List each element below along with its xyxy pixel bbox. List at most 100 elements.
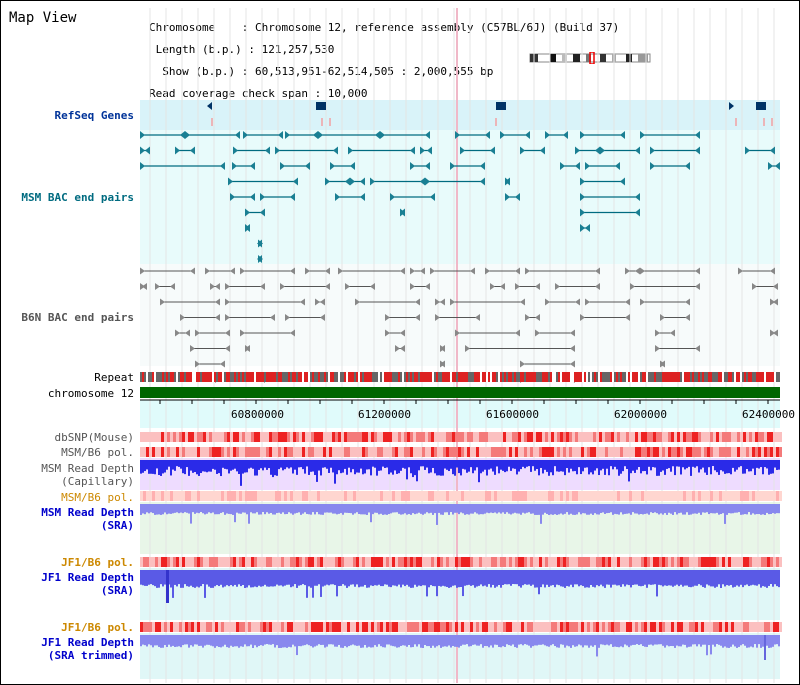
repeat-segment <box>516 372 518 382</box>
jf1-depth-sra-bar <box>296 570 298 588</box>
msm-b6-pol-heat <box>293 491 296 501</box>
jf1-b6-pol-heat <box>470 557 473 567</box>
msm-b6-pol-heat <box>761 447 764 457</box>
track-label-msm-read-depth-sra[interactable]: MSM Read Depth (SRA) <box>41 506 134 532</box>
jf1-depth-sra-bar <box>346 570 348 588</box>
msm-depth-sra-bar <box>528 504 530 513</box>
repeat-segment <box>660 372 662 382</box>
msm-b6-pol-heat <box>203 447 206 457</box>
msm-depth-sra-bar <box>672 504 674 515</box>
track-label-jf1-b6-pol-2[interactable]: JF1/B6 pol. <box>61 621 134 634</box>
b6n-bac-end <box>210 283 215 290</box>
msm-b6-pol-heat <box>539 447 542 457</box>
msm-b6-pol-heat <box>356 491 359 501</box>
msm-depth-cap-bar <box>272 460 274 478</box>
dbsnp-heat <box>323 432 326 442</box>
jf1-depth-trim-bar <box>450 635 452 648</box>
jf1-b6-pol-heat <box>728 622 731 632</box>
repeat-segment <box>476 372 478 382</box>
jf1-b6-pol-heat <box>152 557 155 567</box>
track-label-jf1-b6-pol[interactable]: JF1/B6 pol. <box>61 556 134 569</box>
msm-b6-pol-heat <box>149 447 152 457</box>
jf1-b6-pol-heat <box>404 557 407 567</box>
jf1-depth-trim-bar <box>646 635 648 647</box>
track-label-jf1-read-depth-sra[interactable]: JF1 Read Depth (SRA) <box>41 571 134 597</box>
track-label-jf1-read-depth-trimmed[interactable]: JF1 Read Depth (SRA trimmed) <box>41 636 134 662</box>
msm-b6-pol-heat <box>434 447 437 457</box>
msm-depth-sra-bar <box>222 504 224 513</box>
dbsnp-heat <box>758 432 761 442</box>
msm-b6-pol-heat <box>296 491 299 501</box>
jf1-depth-sra-bar <box>582 570 584 587</box>
jf1-depth-trim-bar <box>166 635 168 648</box>
track-label-chromosome[interactable]: chromosome 12 <box>47 387 134 400</box>
jf1-b6-pol-heat <box>248 557 251 567</box>
msm-bac-end <box>525 131 530 139</box>
track-label-msm-bac[interactable]: MSM BAC end pairs <box>21 191 134 204</box>
repeat-segment <box>758 372 760 382</box>
b6n-bac-end <box>635 267 640 275</box>
repeat-segment <box>588 372 590 382</box>
track-label-refseq[interactable]: RefSeq Genes <box>54 109 134 122</box>
jf1-depth-trim-bar <box>636 635 638 645</box>
jf1-depth-trim-bar <box>274 635 276 648</box>
jf1-depth-trim-bar <box>704 635 706 645</box>
msm-b6-pol-heat <box>209 491 212 501</box>
msm-b6-pol-heat <box>617 491 620 501</box>
jf1-depth-sra-bar <box>266 570 268 587</box>
repeat-segment <box>264 372 266 382</box>
track-label-msm-b6-pol-2[interactable]: MSM/B6 pol. <box>61 491 134 504</box>
msm-depth-sra-bar <box>308 504 310 515</box>
msm-depth-sra-bar <box>246 504 248 515</box>
msm-depth-sra-bar <box>400 504 402 515</box>
b6n-bac-end <box>305 267 310 275</box>
msm-b6-pol-heat <box>386 447 389 457</box>
msm-depth-sra-bar <box>740 504 742 515</box>
jf1-depth-trim-bar <box>366 635 368 648</box>
msm-b6-pol-heat <box>563 447 566 457</box>
msm-b6-pol-heat <box>695 491 698 501</box>
jf1-depth-sra-bar <box>380 570 382 587</box>
msm-b6-pol-heat <box>407 447 410 457</box>
repeat-segment <box>630 372 632 382</box>
jf1-b6-pol-heat <box>716 557 719 567</box>
track-label-msm-read-depth-capillary[interactable]: MSM Read Depth (Capillary) <box>41 462 134 488</box>
jf1-depth-trim-bar <box>304 635 306 646</box>
msm-depth-cap-bar <box>670 460 672 472</box>
jf1-depth-trim-bar <box>422 635 424 648</box>
jf1-b6-pol-heat <box>428 557 431 567</box>
jf1-depth-trim-bar <box>270 635 272 645</box>
msm-depth-cap-bar <box>176 460 178 467</box>
msm-bac-end <box>265 146 270 155</box>
jf1-depth-trim-bar <box>624 635 626 645</box>
msm-depth-sra-bar <box>716 504 718 513</box>
jf1-b6-pol-heat <box>593 622 596 632</box>
msm-depth-sra-bar <box>652 504 654 514</box>
msm-b6-pol-heat <box>779 491 782 501</box>
msm-depth-cap-bar <box>226 460 228 470</box>
track-label-dbsnp[interactable]: dbSNP(Mouse) <box>54 431 134 444</box>
jf1-depth-sra-bar <box>498 570 500 586</box>
jf1-b6-pol-heat <box>617 557 620 567</box>
jf1-b6-pol-heat <box>701 557 704 567</box>
track-label-repeat[interactable]: Repeat <box>94 371 134 384</box>
track-label-msm-b6-pol[interactable]: MSM/B6 pol. <box>61 446 134 459</box>
dbsnp-heat <box>560 432 563 442</box>
dbsnp-heat <box>569 432 572 442</box>
jf1-depth-trim-bar <box>212 635 214 647</box>
msm-depth-sra-bar <box>504 504 506 514</box>
jf1-depth-sra-bar <box>206 570 208 585</box>
msm-depth-cap-bar <box>556 460 558 472</box>
msm-b6-pol-heat <box>503 491 506 501</box>
b6n-bac-end <box>225 329 230 337</box>
jf1-depth-sra-bar <box>162 570 164 587</box>
msm-depth-sra-bar <box>640 504 642 514</box>
track-label-b6n-bac[interactable]: B6N BAC end pairs <box>21 311 134 324</box>
repeat-segment <box>640 372 642 382</box>
msm-depth-cap-bar <box>752 460 754 469</box>
msm-b6-pol-heat <box>209 447 212 457</box>
refseq-gene <box>496 102 506 110</box>
msm-bac-end <box>635 146 640 155</box>
jf1-depth-sra-bar <box>410 570 412 588</box>
jf1-depth-sra-bar <box>386 570 388 585</box>
